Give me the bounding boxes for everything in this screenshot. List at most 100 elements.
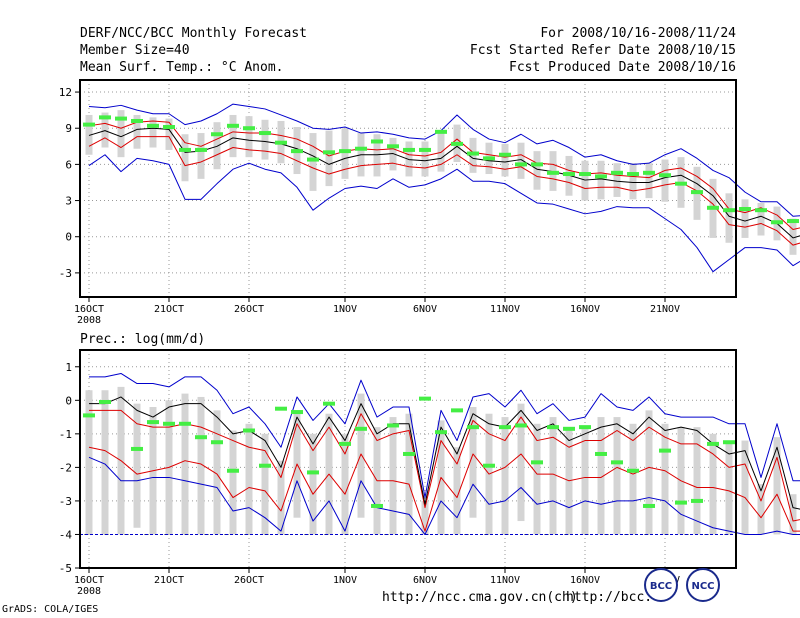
observed-marker [275,140,287,145]
spread-box [309,433,317,535]
observed-marker [499,425,511,430]
year-label: 2008 [77,315,101,326]
spread-box [597,417,605,535]
spread-box [325,130,333,187]
spread-box [581,427,589,535]
ncc-url-link[interactable]: http://ncc.cma.gov.cn(ch) [382,590,578,605]
observed-marker [243,428,255,433]
x-tick-label: 26OCT [234,575,264,586]
spread-box [309,133,317,191]
observed-marker [627,172,639,177]
observed-marker [147,420,159,425]
observed-marker [83,413,95,418]
grads-credit: GrADS: COLA/IGES [2,604,99,615]
spread-box [661,423,669,535]
spread-box [725,440,733,535]
spread-box [421,500,429,535]
observed-marker [675,181,687,186]
observed-marker [435,129,447,134]
forecast-period: For 2008/10/16-2008/11/24 [540,26,736,41]
observed-marker [243,126,255,131]
observed-marker [371,139,383,144]
observed-marker [275,406,287,411]
observed-marker [339,441,351,446]
spread-box [645,410,653,535]
mean-series-line [89,396,800,510]
y-tick-label: 0 [65,231,72,244]
start-date-label: Fcst Started Refer Date 2008/10/15 [469,43,736,58]
y-tick-label: 12 [59,86,72,99]
produced-date-label: Fcst Produced Date 2008/10/16 [509,60,736,75]
spread-box [149,117,157,148]
observed-marker [259,131,271,136]
observed-marker [227,123,239,128]
x-tick-label: 16OCT [74,575,104,586]
y-tick-label: -4 [59,528,73,541]
y-tick-label: 0 [65,394,72,407]
y-tick-label: 3 [65,195,72,208]
observed-marker [147,123,159,128]
year-label: 2008 [77,586,101,595]
min-series-line [88,456,800,535]
plot-area [80,80,736,297]
spread-box [101,390,109,535]
spread-box [581,160,589,201]
spread-box [373,134,381,177]
spread-box [229,114,237,158]
observed-marker [403,147,415,152]
spread-box [629,163,637,200]
observed-marker [499,152,511,157]
x-tick-label: 11NOV [490,575,520,586]
observed-marker [211,440,223,445]
observed-marker [355,146,367,151]
spread-box [117,110,125,158]
observed-marker [691,498,703,503]
observed-marker [531,162,543,167]
y-tick-label: 1 [65,361,72,374]
observed-marker [403,451,415,456]
observed-marker [339,149,351,154]
observed-marker [371,503,383,508]
observed-marker [787,219,799,224]
observed-marker [659,173,671,178]
observed-marker [387,423,399,428]
temperature-chart: 12 9 6 3 0 -3 16OCT 21OCT 26OCT 1NOV 6NOV 11NOV 16NO… [59,79,800,326]
observed-marker [467,425,479,430]
observed-marker [179,421,191,426]
observed-marker [611,460,623,465]
spread-box [789,218,797,255]
observed-marker [323,401,335,406]
y-tick-label: -3 [59,267,72,280]
observed-marker [723,440,735,445]
observed-marker [563,426,575,431]
spread-box [661,159,669,202]
observed-marker [323,150,335,155]
x-tick-label: 11NOV [490,304,520,315]
spread-box [389,417,397,535]
x-tick-label: 16NOV [570,575,600,586]
spread-box [181,134,189,182]
observed-marker [163,125,175,130]
spread-box [725,193,733,243]
observed-marker [643,503,655,508]
y-tick-label: -3 [59,495,72,508]
x-tick-label: 16OCT [74,304,104,315]
x-tick-label: 21OCT [154,304,184,315]
observed-marker [211,132,223,137]
x-tick-label: 26OCT [234,304,264,315]
spread-box [501,417,509,535]
spread-box [197,396,205,535]
observed-marker [659,448,671,453]
spread-box [85,114,93,155]
observed-marker [691,190,703,195]
observed-marker [755,208,767,213]
precip-title: Prec.: log(mm/d) [80,332,206,347]
spread-box [517,142,525,179]
x-tick-label: 1NOV [333,304,357,315]
chart-title: DERF/NCC/BCC Monthly Forecast [80,26,307,41]
bcc-url-link[interactable]: http://bcc.c [566,590,660,605]
spread-box [341,128,349,179]
observed-marker [723,208,735,213]
spread-box [405,141,413,177]
